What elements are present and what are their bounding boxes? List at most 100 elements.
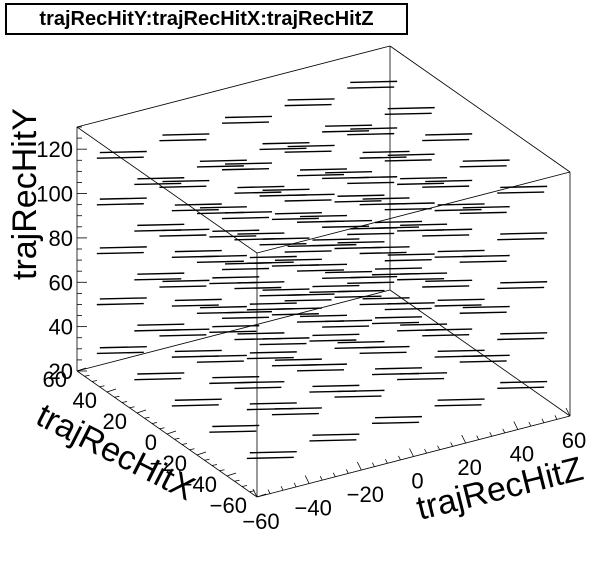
data-segment: [259, 243, 307, 246]
data-segment: [284, 103, 332, 107]
data-segment: [375, 316, 422, 319]
data-segment: [397, 229, 445, 232]
y-tick: [204, 458, 210, 461]
data-segment: [284, 299, 332, 302]
x-tick-label: −40: [295, 496, 332, 521]
data-segment: [174, 398, 222, 401]
x-axis-label: trajRecHitZ: [413, 450, 587, 528]
frame-edge: [76, 289, 391, 372]
data-segment: [359, 202, 407, 206]
data-segment: [209, 381, 257, 385]
data-segment: [497, 237, 545, 241]
data-segment: [322, 276, 370, 279]
data-segment: [174, 203, 222, 206]
y-tick-label: −60: [210, 493, 247, 518]
data-segment: [209, 281, 257, 285]
data-segment: [96, 156, 144, 159]
data-segment: [196, 360, 244, 363]
data-segment: [434, 255, 482, 258]
data-segment: [334, 346, 382, 350]
y-tick: [234, 479, 240, 482]
x-tick: [252, 488, 258, 498]
data-segment: [99, 150, 147, 154]
data-segment: [387, 253, 435, 256]
data-segment: [134, 329, 182, 332]
x-tick: [345, 469, 349, 474]
data-segment: [312, 384, 360, 388]
data-segment: [246, 308, 294, 311]
data-segment: [246, 356, 294, 360]
data-segment: [171, 404, 219, 407]
chart-title-box: trajRecHitY:trajRecHitX:trajRecHitZ: [5, 3, 408, 35]
data-segment: [375, 415, 422, 419]
x-tick: [424, 448, 427, 454]
y-tick: [91, 380, 98, 382]
data-segment: [234, 386, 282, 390]
data-segment: [375, 367, 422, 370]
data-segment: [196, 211, 244, 215]
y-tick: [106, 388, 117, 393]
data-segment: [347, 232, 395, 236]
frame-edge: [389, 289, 571, 417]
data-segment: [359, 302, 407, 306]
data-segment: [237, 185, 285, 189]
tick-labels: −60−40−200204060−60−40−20020406020406080…: [36, 137, 586, 534]
data-segment: [387, 153, 435, 156]
data-segment: [249, 351, 297, 354]
data-segment: [162, 179, 210, 183]
data-segment: [425, 279, 473, 283]
data-segment: [397, 182, 445, 186]
data-segment: [322, 176, 370, 180]
data-segment: [196, 165, 244, 168]
data-segment: [234, 238, 282, 241]
y-tick: [256, 493, 267, 498]
data-segment: [347, 132, 395, 136]
data-segment: [359, 251, 407, 255]
data-segment: [271, 313, 319, 316]
data-segment: [309, 390, 357, 393]
data-segment: [237, 232, 285, 235]
x-tick: [385, 459, 388, 464]
data-segment: [359, 156, 407, 159]
data-segment: [437, 249, 485, 253]
z-tick-label: 80: [49, 226, 73, 251]
x-tick: [528, 421, 532, 427]
data-segment: [375, 267, 422, 270]
data-segment: [459, 311, 507, 314]
data-segment: [212, 229, 260, 233]
data-segment: [372, 321, 419, 325]
data-segment: [171, 355, 219, 358]
data-segment: [322, 225, 370, 228]
x-tick: [541, 418, 545, 423]
chart-title: trajRecHitY:trajRecHitX:trajRecHitZ: [39, 7, 374, 30]
data-segment: [284, 199, 332, 202]
y-tick-label: 0: [145, 430, 157, 455]
data-segment: [337, 340, 385, 344]
data-segment: [337, 194, 385, 197]
data-segment: [96, 351, 144, 355]
data-segment: [262, 288, 310, 291]
data-segment: [134, 182, 182, 186]
y-tick: [166, 430, 177, 435]
data-segment: [334, 395, 382, 398]
data-segment: [300, 214, 347, 218]
data-segment: [462, 159, 510, 162]
data-segment: [322, 130, 370, 133]
data-segment: [246, 456, 294, 460]
data-segment: [497, 337, 545, 341]
data-segment: [372, 372, 419, 376]
data-segment: [274, 258, 322, 262]
data-segment: [249, 402, 297, 405]
data-segment: [287, 144, 335, 148]
data-segment: [322, 325, 370, 328]
data-segment: [500, 232, 548, 235]
x-tick: [332, 472, 336, 477]
x-tick-label: 40: [510, 442, 534, 467]
data-segment: [359, 351, 407, 355]
data-segment: [325, 171, 373, 174]
data-segment: [334, 200, 382, 203]
data-segment: [225, 162, 272, 165]
x-tick: [565, 407, 571, 417]
data-segment: [384, 307, 432, 311]
y-tick: [151, 422, 158, 424]
